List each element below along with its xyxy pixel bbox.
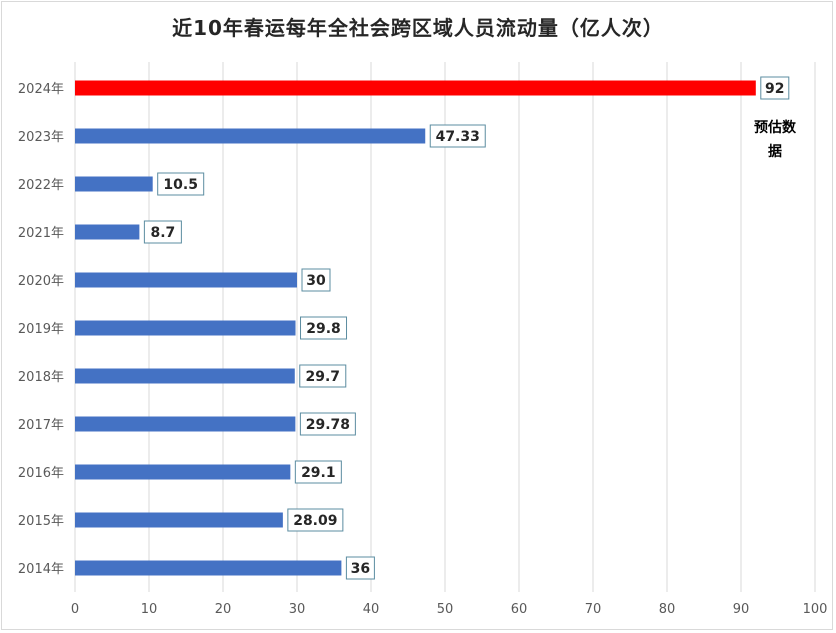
data-label: 47.33	[436, 129, 480, 145]
x-tick-label: 50	[437, 602, 454, 617]
data-label: 28.09	[293, 513, 337, 529]
category-label: 2024年	[18, 82, 64, 97]
forecast-note: 预估数据	[754, 120, 796, 160]
x-tick-label: 60	[511, 602, 528, 617]
bar	[75, 320, 296, 336]
category-label: 2023年	[18, 130, 64, 145]
data-label: 30	[306, 273, 326, 289]
x-tick-label: 100	[803, 602, 828, 617]
data-label-box	[760, 76, 790, 100]
data-label-box	[299, 412, 356, 436]
category-label: 2015年	[18, 514, 64, 529]
x-tick-label: 20	[215, 602, 232, 617]
bar	[75, 128, 426, 144]
category-label: 2016年	[18, 466, 64, 481]
data-label-box	[294, 460, 342, 484]
x-tick-label: 70	[585, 602, 602, 617]
data-label-box	[299, 364, 347, 388]
data-label: 36	[351, 561, 370, 577]
category-label: 2022年	[18, 178, 64, 193]
bar	[75, 224, 140, 240]
bar	[75, 368, 295, 384]
x-tick-label: 10	[141, 602, 158, 617]
x-tick-label: 80	[659, 602, 676, 617]
data-label: 8.7	[150, 225, 175, 241]
data-label-box	[143, 220, 182, 244]
data-label-box	[301, 268, 331, 292]
category-label: 2018年	[18, 370, 64, 385]
data-label-box	[345, 556, 375, 580]
data-label: 29.1	[301, 465, 336, 481]
data-label-box	[287, 508, 344, 532]
x-tick-label: 0	[71, 602, 79, 617]
x-tick-label: 90	[733, 602, 750, 617]
category-label: 2014年	[18, 562, 64, 577]
data-label: 29.7	[306, 369, 341, 385]
chart-title: 近10年春运每年全社会跨区域人员流动量（亿人次）	[172, 16, 664, 40]
data-label: 92	[765, 81, 784, 97]
data-label-box	[300, 316, 348, 340]
x-tick-label: 30	[289, 602, 306, 617]
data-label-box	[429, 124, 486, 148]
bar	[75, 560, 342, 576]
data-label: 29.8	[306, 321, 341, 337]
category-label: 2019年	[18, 322, 64, 337]
data-label-box	[157, 172, 205, 196]
category-label: 2020年	[18, 274, 64, 289]
bar	[75, 464, 291, 480]
bar	[75, 512, 283, 528]
category-label: 2017年	[18, 418, 64, 433]
category-label: 2021年	[18, 226, 64, 241]
bar	[75, 272, 297, 288]
bar	[75, 176, 153, 192]
bar	[75, 80, 756, 96]
x-tick-label: 40	[363, 602, 380, 617]
data-label: 29.78	[306, 417, 350, 433]
data-label: 10.5	[163, 177, 198, 193]
bar	[75, 416, 296, 432]
